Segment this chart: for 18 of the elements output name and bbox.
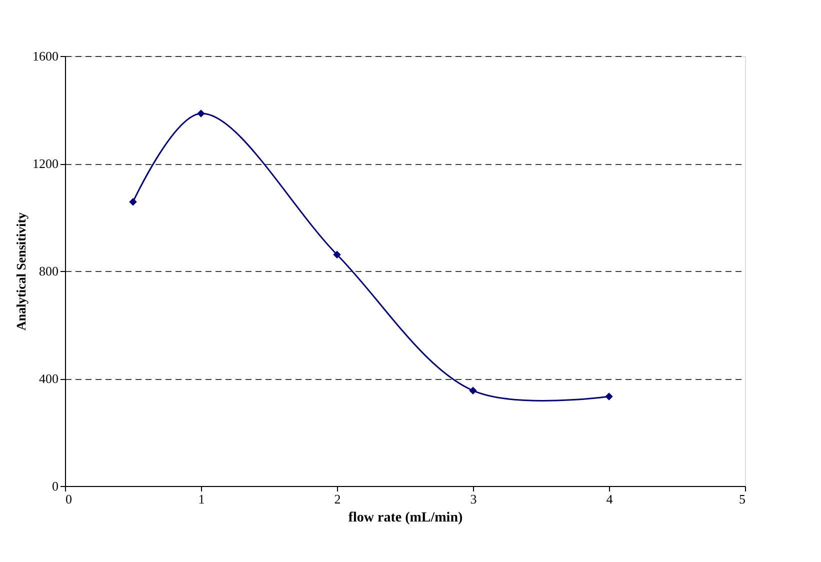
y-tick-label: 0 — [52, 478, 58, 494]
y-tick-label: 800 — [39, 264, 58, 278]
y-tick-label: 1600 — [32, 48, 58, 64]
x-tick-label: 4 — [606, 492, 614, 506]
point — [197, 110, 205, 118]
point — [129, 198, 137, 206]
x-tick-label: 5 — [739, 492, 746, 506]
x-axis-title: flow rate (mL/min) — [348, 510, 463, 526]
y-tick-label: 1200 — [32, 156, 58, 171]
x-tick-label: 2 — [334, 492, 341, 506]
x-tick-label: 0 — [66, 492, 72, 506]
x-tick-label: 1 — [198, 492, 205, 506]
point — [333, 250, 341, 258]
y-axis-title: Analytical Sensitivity — [14, 212, 28, 331]
point — [605, 392, 613, 400]
x-tick-label: 3 — [470, 492, 477, 506]
point — [469, 386, 477, 394]
y-tick-label: 400 — [39, 371, 58, 386]
